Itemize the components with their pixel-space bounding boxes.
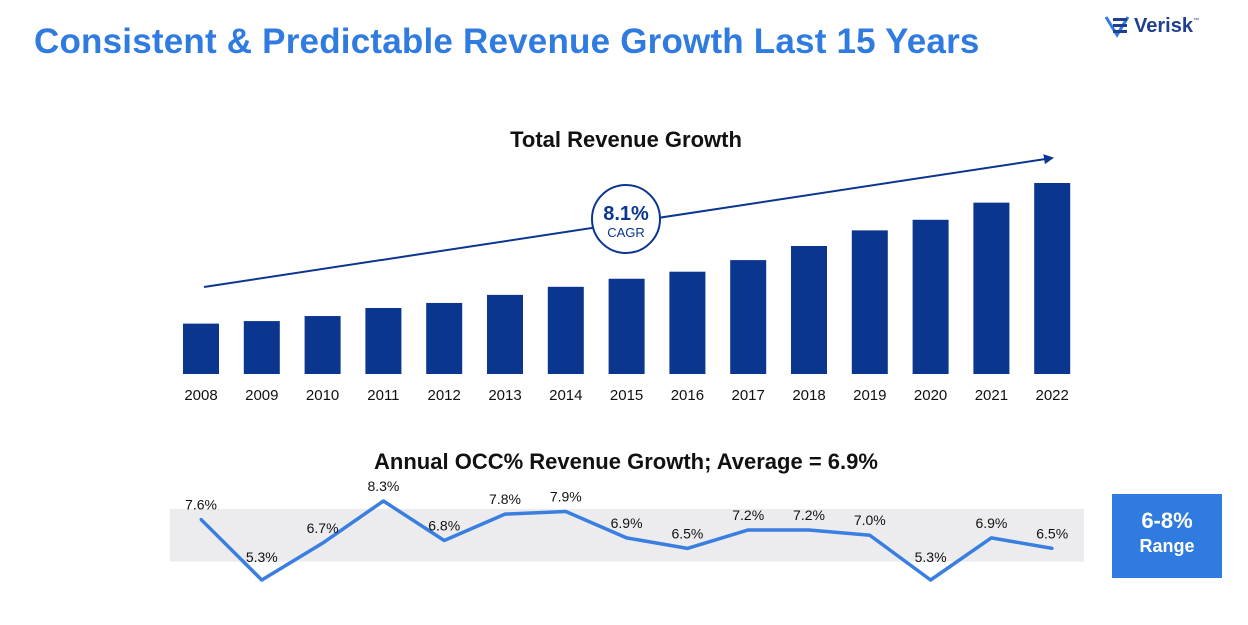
bar-x-label-2020: 2020 — [914, 387, 947, 404]
verisk-logo-icon — [1104, 16, 1130, 38]
bar-x-label-2018: 2018 — [792, 387, 825, 404]
bar-x-label-2019: 2019 — [853, 387, 886, 404]
growth-point-2009 — [260, 578, 264, 582]
bar-x-label-2014: 2014 — [549, 387, 582, 404]
revenue-bar-2016 — [669, 271, 706, 374]
growth-point-2013 — [503, 512, 507, 516]
logo-trademark: ™ — [1192, 18, 1199, 24]
revenue-bar-2020 — [912, 219, 949, 374]
bar-x-label-2010: 2010 — [306, 387, 339, 404]
revenue-bar-2021 — [973, 202, 1010, 374]
bar-x-label-2021: 2021 — [975, 387, 1008, 404]
growth-label-2019: 7.0% — [854, 512, 886, 528]
growth-label-2018: 7.2% — [793, 507, 825, 523]
bar-x-label-2008: 2008 — [184, 387, 217, 404]
growth-point-2016 — [685, 546, 689, 550]
revenue-bar-2010 — [304, 316, 341, 374]
growth-point-2012 — [442, 539, 446, 542]
growth-label-2014: 7.9% — [550, 489, 582, 505]
bar-x-label-2011: 2011 — [367, 387, 399, 404]
growth-label-2021: 6.9% — [975, 515, 1007, 531]
revenue-bar-2019 — [851, 230, 888, 374]
bar-x-label-2015: 2015 — [610, 387, 643, 404]
bar-x-label-2012: 2012 — [428, 387, 461, 404]
revenue-bar-2018 — [791, 245, 827, 374]
growth-point-2020 — [929, 578, 933, 582]
bar-x-label-2009: 2009 — [245, 387, 278, 404]
cagr-label: CAGR — [607, 225, 645, 240]
revenue-bar-2012 — [426, 302, 463, 374]
growth-label-2010: 6.7% — [307, 520, 339, 536]
growth-point-2015 — [625, 536, 629, 540]
growth-point-2014 — [564, 510, 568, 514]
bar-x-label-2016: 2016 — [671, 387, 704, 404]
revenue-bar-2022 — [1034, 183, 1071, 374]
bar-x-label-2017: 2017 — [732, 387, 765, 404]
growth-label-2012: 6.8% — [428, 518, 460, 534]
growth-label-2011: 8.3% — [367, 478, 399, 494]
growth-label-2009: 5.3% — [246, 549, 278, 565]
verisk-logo: Verisk ™ — [1104, 14, 1199, 38]
cagr-value: 8.1% — [603, 203, 649, 225]
growth-point-2017 — [746, 528, 750, 532]
growth-point-2010 — [321, 541, 325, 545]
cagr-trend: 8.1%CAGR — [203, 154, 1054, 288]
range-value: 6-8% — [1141, 508, 1193, 533]
bar-x-label-2022: 2022 — [1036, 387, 1069, 404]
growth-label-2013: 7.8% — [489, 491, 521, 507]
revenue-bar-2011 — [365, 307, 402, 374]
growth-label-2008: 7.6% — [185, 496, 217, 512]
line-chart: 7.6% 5.3% 6.7% 8.3% 6.8% 7.8% 7.9% 6.9% 6.5% 7.2%… — [170, 478, 1084, 582]
revenue-bar-2017 — [730, 260, 767, 374]
growth-point-2018 — [807, 528, 811, 532]
growth-label-2016: 6.5% — [671, 525, 703, 541]
growth-label-2017: 7.2% — [732, 507, 764, 523]
growth-label-2015: 6.9% — [611, 515, 643, 531]
range-label: Range — [1139, 536, 1195, 556]
bar-x-label-2013: 2013 — [488, 387, 521, 404]
bar-chart-title: Total Revenue Growth — [510, 127, 742, 152]
line-chart-title: Annual OCC% Revenue Growth; Average = 6.… — [374, 449, 878, 474]
revenue-bar-2009 — [243, 321, 280, 374]
range-box: 6-8% Range — [1112, 494, 1222, 578]
growth-point-2021 — [989, 536, 993, 540]
logo-text: Verisk — [1134, 14, 1193, 37]
bar-chart: 2008 2009 2010 2011 2012 2013 2014 2015 2016 2017… — [183, 183, 1071, 404]
growth-point-2008 — [199, 517, 203, 521]
page-title: Consistent & Predictable Revenue Growth … — [34, 22, 980, 61]
target-range-band — [170, 508, 1084, 562]
growth-label-2022: 6.5% — [1036, 525, 1068, 541]
revenue-bar-2014 — [547, 286, 584, 374]
revenue-bar-2015 — [608, 278, 645, 374]
growth-point-2011 — [381, 499, 385, 503]
growth-point-2022 — [1050, 546, 1054, 550]
cagr-badge — [591, 184, 661, 254]
growth-point-2019 — [868, 533, 872, 537]
growth-label-2020: 5.3% — [915, 549, 947, 565]
revenue-bar-2008 — [183, 323, 219, 374]
revenue-bar-2013 — [487, 294, 523, 374]
